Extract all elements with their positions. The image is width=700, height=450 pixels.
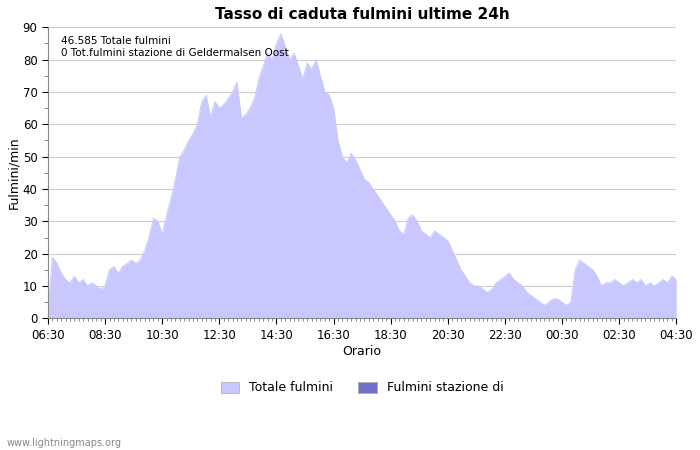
Text: 46.585 Totale fulmini
0 Tot.fulmini stazione di Geldermalsen Oost: 46.585 Totale fulmini 0 Tot.fulmini staz… [61, 36, 288, 58]
Legend: Totale fulmini, Fulmini stazione di: Totale fulmini, Fulmini stazione di [216, 377, 509, 400]
Title: Tasso di caduta fulmini ultime 24h: Tasso di caduta fulmini ultime 24h [215, 7, 510, 22]
X-axis label: Orario: Orario [342, 345, 382, 358]
Text: www.lightningmaps.org: www.lightningmaps.org [7, 438, 122, 448]
Y-axis label: Fulmini/min: Fulmini/min [7, 136, 20, 209]
